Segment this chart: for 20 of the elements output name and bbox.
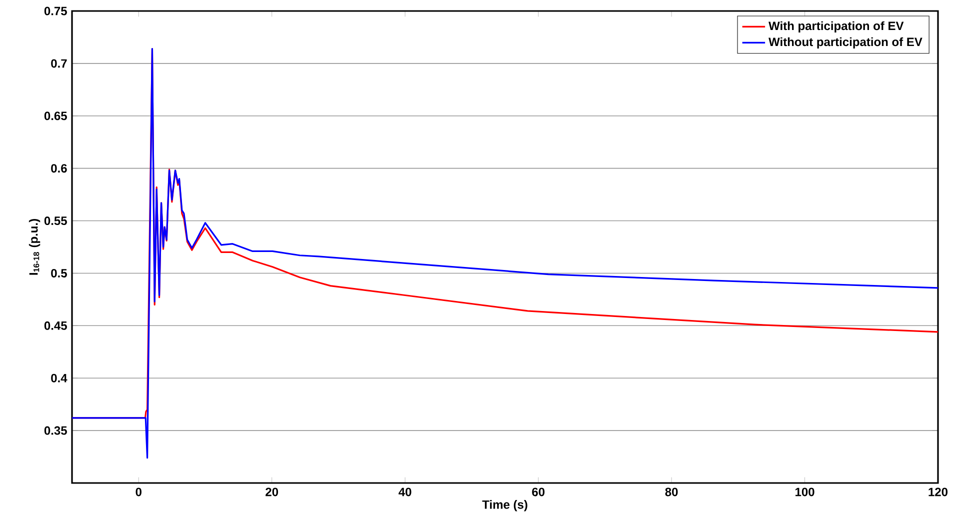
y-tick-label: 0.7 xyxy=(51,59,67,68)
x-tick-label: 60 xyxy=(532,488,544,496)
x-tick-label: 100 xyxy=(796,488,814,496)
x-tick-label: 0 xyxy=(136,488,142,496)
y-tick-label: 0.6 xyxy=(51,164,67,173)
y-tick-label: 0.5 xyxy=(51,268,67,278)
x-tick-label: 20 xyxy=(266,488,278,496)
y-tick-label: 0.55 xyxy=(44,216,67,226)
y-tick-label: 0.35 xyxy=(44,426,67,435)
y-axis-title: I$_{16-18}$ (p.u.) xyxy=(28,219,40,275)
y-tick-label: 0.45 xyxy=(44,321,67,330)
legend-label: Without participation of EV xyxy=(768,37,922,49)
x-tick-label: 120 xyxy=(928,488,948,496)
y-tick-label: 0.65 xyxy=(44,112,67,120)
y-tick-label: 0.4 xyxy=(51,374,68,382)
y-tick-label: 0.75 xyxy=(44,6,67,16)
x-tick-label: 80 xyxy=(665,488,678,496)
legend-label: With participation of EV xyxy=(768,21,904,32)
x-tick-label: 40 xyxy=(398,488,412,496)
x-axis-title: Time (s) xyxy=(482,500,528,512)
